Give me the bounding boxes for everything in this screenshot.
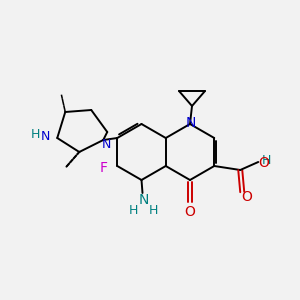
Text: H: H [149,203,158,217]
Text: O: O [184,205,195,219]
Text: N: N [40,130,50,142]
Text: O: O [241,190,252,204]
Text: O: O [258,156,269,170]
Text: H: H [262,154,271,167]
Text: H: H [129,203,138,217]
Text: H: H [31,128,40,140]
Text: N: N [186,116,196,130]
Text: F: F [99,161,107,175]
Text: N: N [138,193,149,207]
Text: N: N [102,139,111,152]
